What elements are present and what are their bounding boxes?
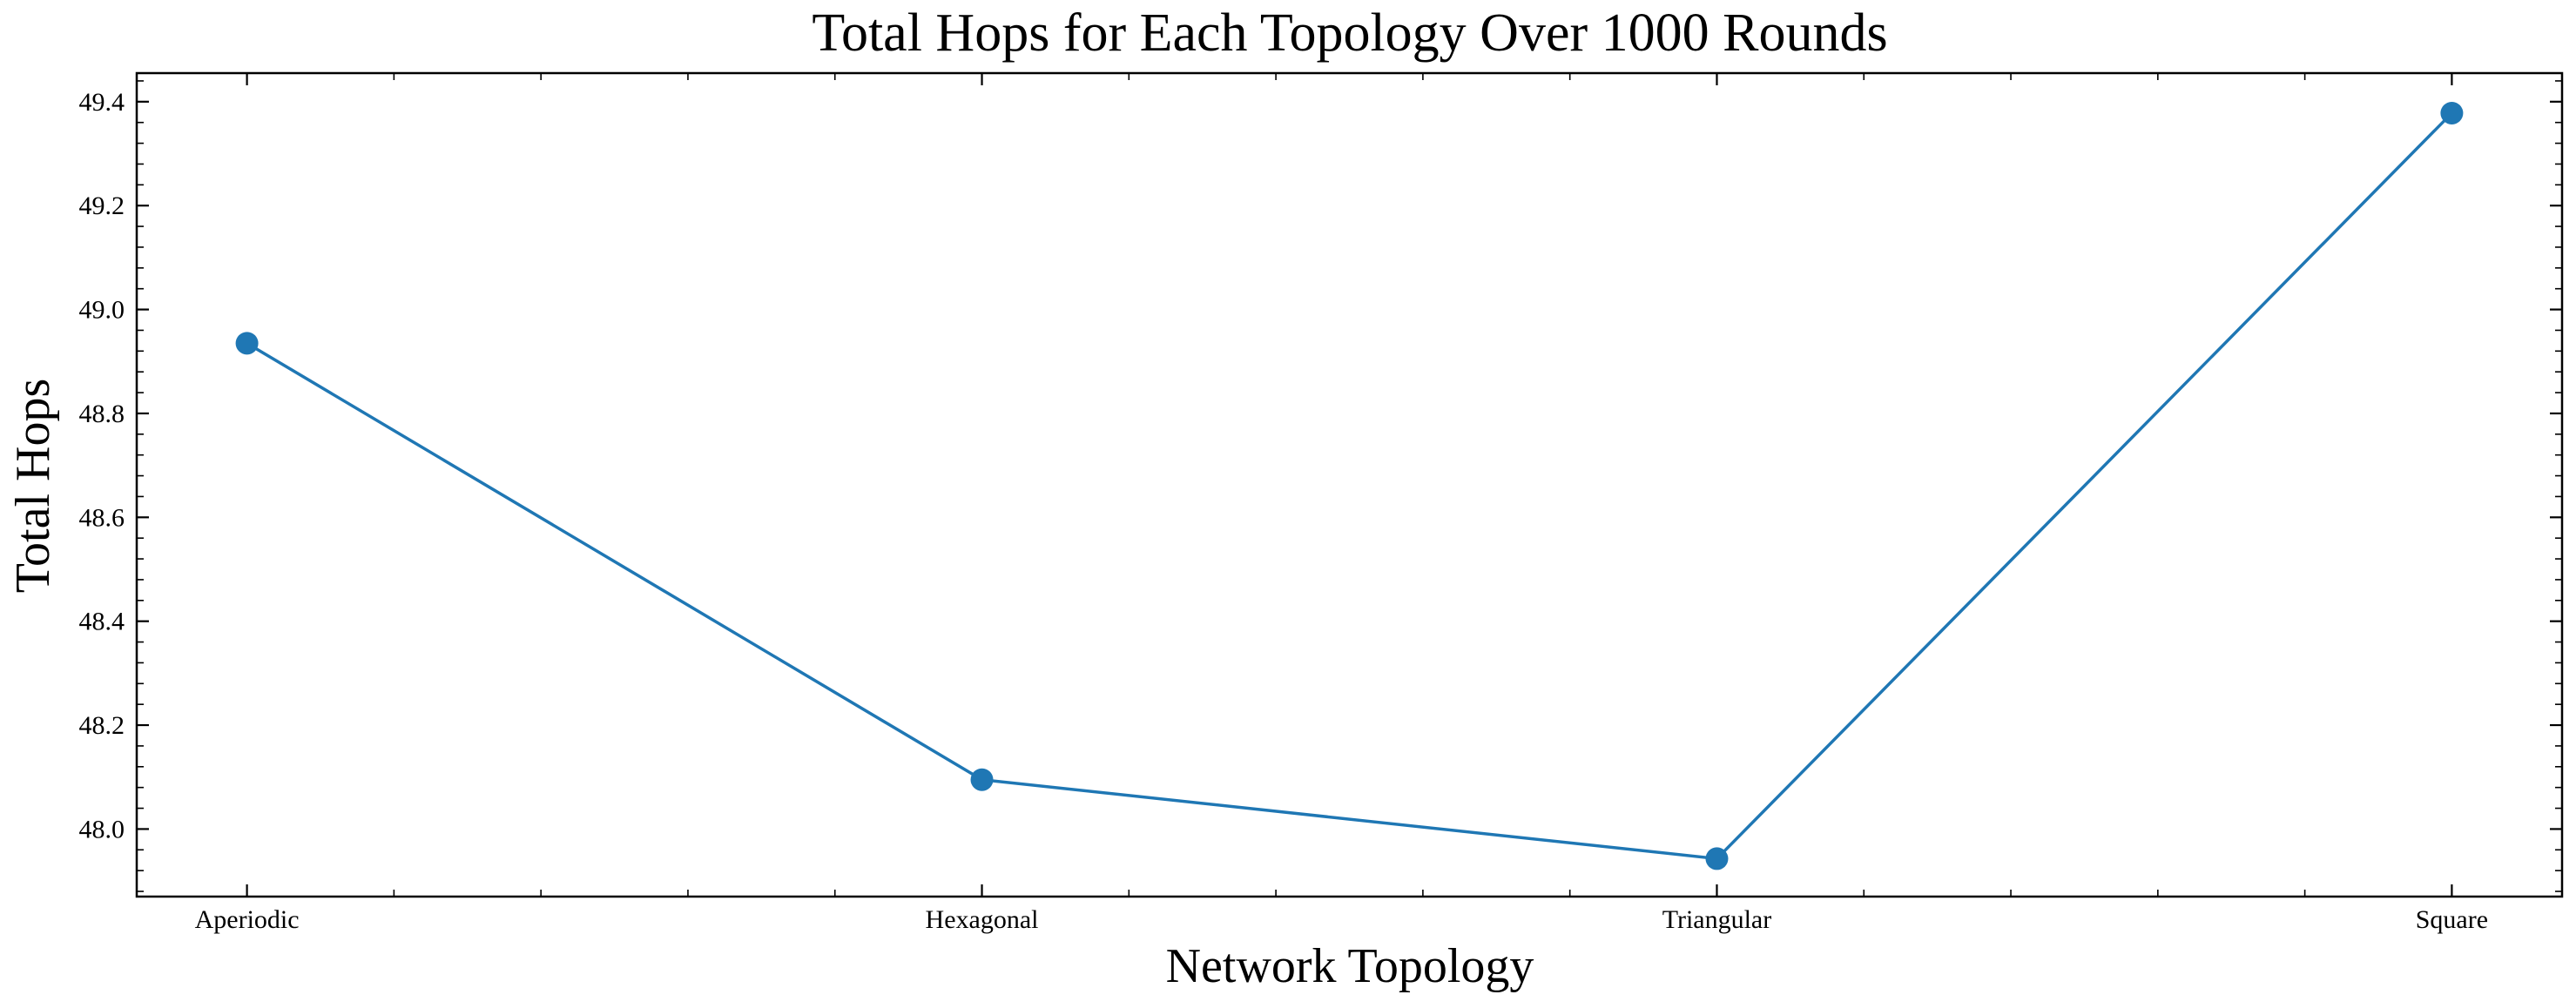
- y-tick-label: 49.0: [79, 296, 125, 325]
- plot-area: 48.0 48.2 48.4 48.6 48.8 49.0 49.2 49.4 Aperiodi…: [79, 71, 2564, 934]
- data-point: [970, 768, 994, 791]
- y-tick-label: 48.6: [79, 503, 125, 532]
- chart-title: Total Hops for Each Topology Over 1000 R…: [812, 3, 1887, 63]
- y-tick-label: 48.8: [79, 400, 125, 428]
- x-tick-label: Triangular: [1662, 905, 1772, 934]
- x-tick-label: Hexagonal: [926, 905, 1039, 934]
- x-tick-label: Square: [2416, 905, 2488, 934]
- y-tick-label: 48.0: [79, 815, 125, 843]
- data-point: [235, 332, 259, 355]
- data-point: [2440, 101, 2464, 124]
- y-tick-label: 48.4: [79, 608, 125, 636]
- series-line: [246, 111, 2453, 861]
- y-tick-label: 49.4: [79, 88, 125, 117]
- y-tick-label: 48.2: [79, 711, 125, 740]
- x-axis-label: Network Topology: [1166, 939, 1534, 993]
- data-point: [1705, 847, 1729, 870]
- y-tick-label: 49.2: [79, 192, 125, 220]
- x-tick-label: Aperiodic: [195, 905, 300, 934]
- plot-frame: [135, 71, 2564, 898]
- y-axis-label: Total Hops: [6, 379, 60, 594]
